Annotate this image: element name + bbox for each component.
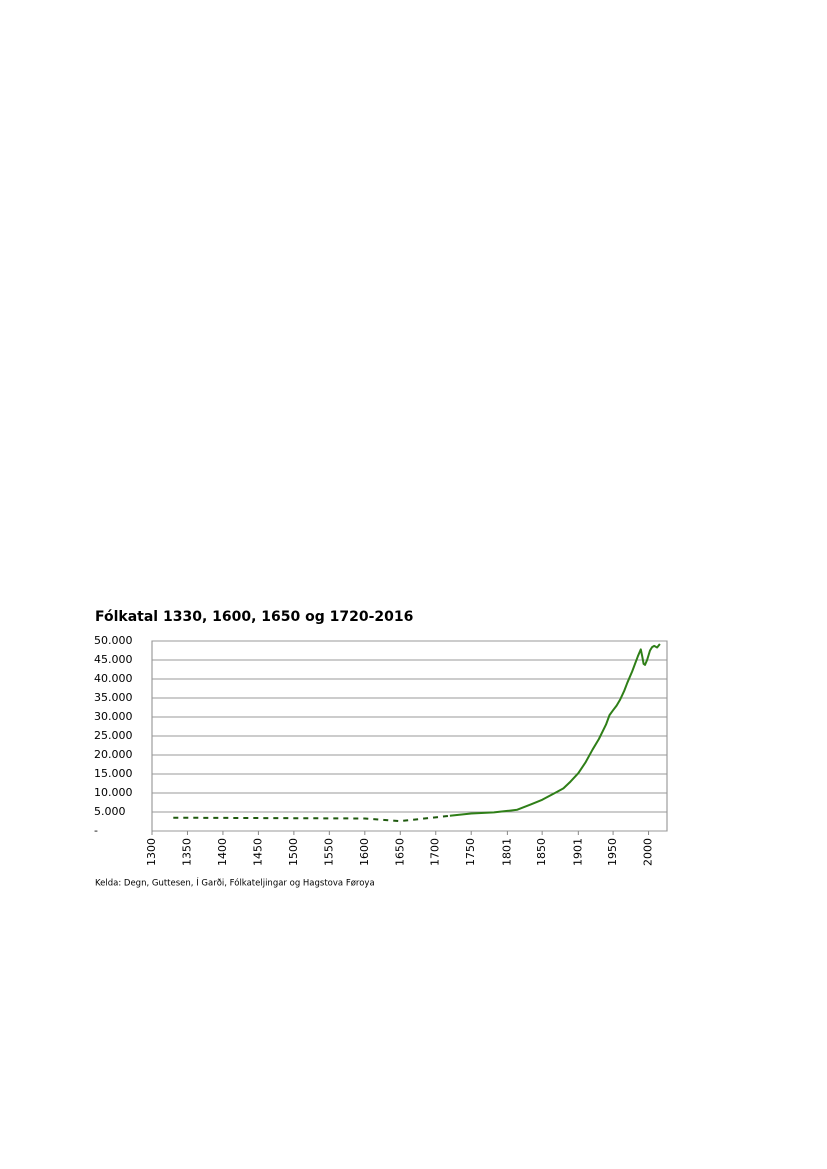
y-tick-label: 35.000	[94, 691, 133, 704]
x-tick-label: 1500	[287, 838, 300, 866]
x-tick-label: 1400	[216, 838, 229, 866]
y-tick-label: -	[94, 824, 98, 837]
y-tick-label: 30.000	[94, 710, 133, 723]
y-tick-label: 25.000	[94, 729, 133, 742]
x-tick-label: 1600	[358, 838, 371, 866]
x-tick-label: 2000	[642, 838, 655, 866]
y-tick-label: 5.000	[94, 805, 126, 818]
x-tick-label: 1450	[251, 838, 264, 866]
source-note: Kelda: Degn, Guttesen, Í Garði, Fólkatel…	[95, 877, 375, 889]
y-tick-label: 10.000	[94, 786, 133, 799]
data-line	[173, 814, 451, 823]
x-tick-label: 1650	[393, 838, 406, 866]
x-tick-label: 1350	[180, 838, 193, 866]
x-tick-label: 1801	[500, 838, 513, 866]
y-tick-label: 50.000	[94, 634, 133, 647]
y-tick-label: 20.000	[94, 748, 133, 761]
y-tick-label: 45.000	[94, 653, 133, 666]
x-tick-label: 1950	[606, 838, 619, 866]
y-tick-label: 15.000	[94, 767, 133, 780]
x-tick-label: 1850	[535, 838, 548, 866]
x-tick-label: 1750	[464, 838, 477, 866]
data-line	[449, 643, 661, 817]
x-tick-label: 1300	[145, 838, 158, 866]
chart-title: Fólkatal 1330, 1600, 1650 og 1720-2016	[95, 609, 413, 625]
x-tick-label: 1901	[571, 838, 584, 866]
x-tick-label: 1700	[429, 838, 442, 866]
x-tick-label: 1550	[322, 838, 335, 866]
y-tick-label: 40.000	[94, 672, 133, 685]
